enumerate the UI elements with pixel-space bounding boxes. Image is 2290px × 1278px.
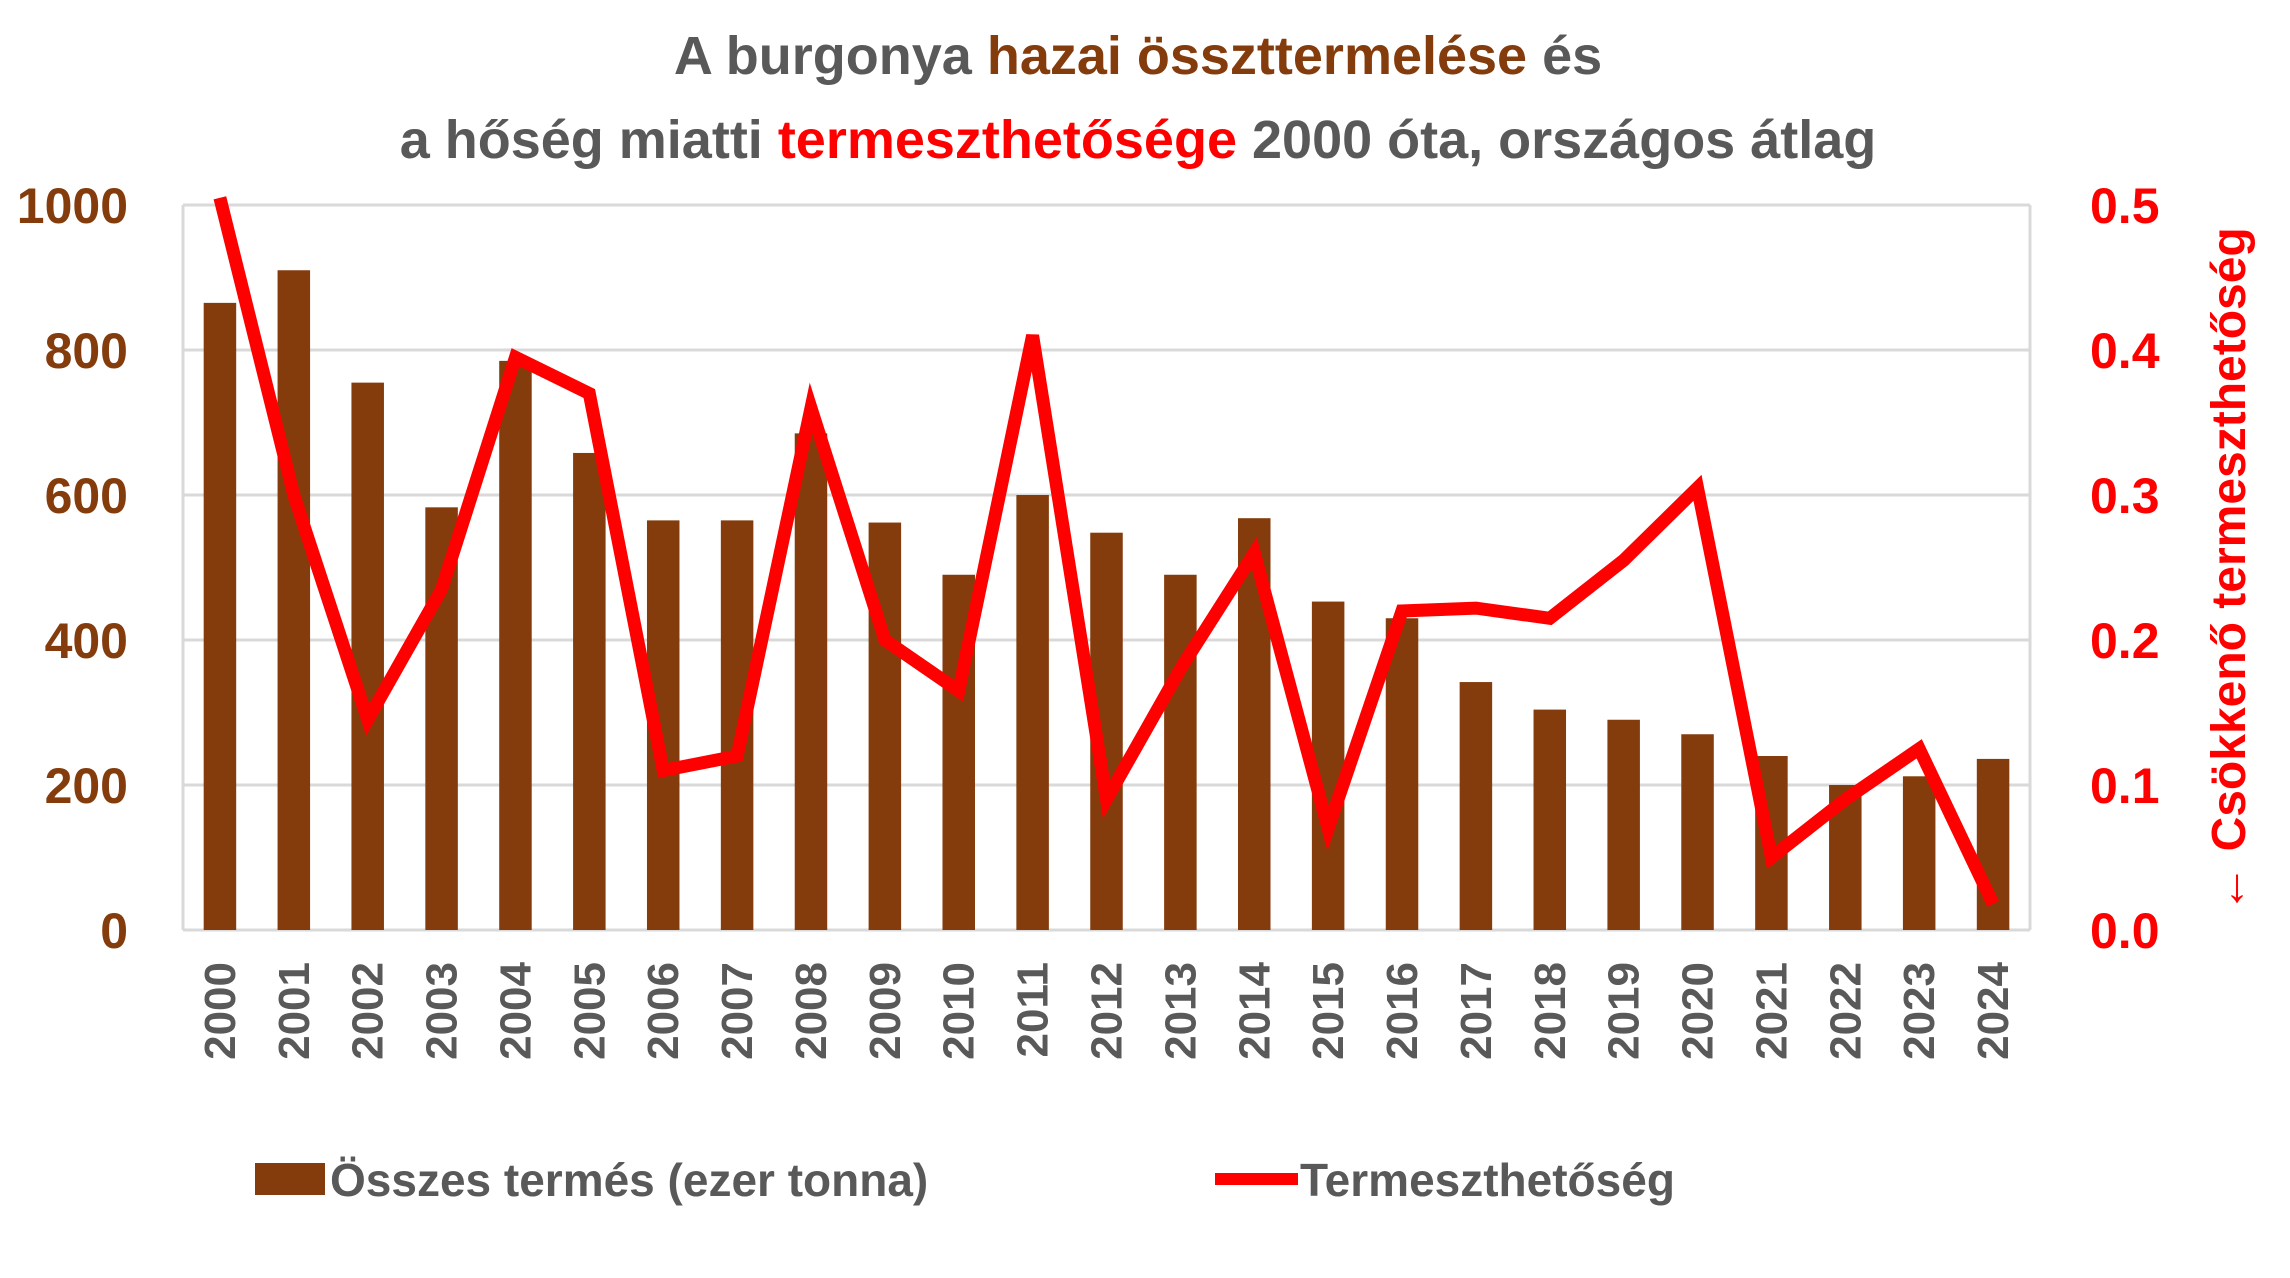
- bar-2013: [1164, 574, 1197, 930]
- bar-2019: [1607, 719, 1640, 930]
- bar-2018: [1533, 709, 1567, 930]
- bar-2000: [203, 302, 237, 930]
- x-tick-2001: 2001: [270, 962, 319, 1060]
- line-series: [213, 196, 1999, 907]
- left-tick-600: 600: [45, 468, 128, 524]
- title-line1-part-1: hazai összttermelése: [987, 26, 1527, 86]
- x-tick-2022: 2022: [1821, 962, 1870, 1060]
- chart-title: A burgonya hazai összttermelése és a hős…: [400, 26, 1877, 170]
- x-tick-2011: 2011: [1009, 962, 1058, 1057]
- left-tick-400: 400: [45, 613, 128, 669]
- x-tick-2020: 2020: [1674, 962, 1723, 1060]
- x-tick-2003: 2003: [418, 962, 467, 1060]
- x-tick-2009: 2009: [861, 962, 910, 1060]
- chart-title-line1: A burgonya hazai összttermelése és: [674, 26, 1602, 86]
- bar-2008: [794, 433, 828, 930]
- x-tick-2016: 2016: [1378, 962, 1427, 1060]
- x-tick-2005: 2005: [565, 962, 614, 1060]
- x-tick-2006: 2006: [639, 962, 688, 1060]
- x-tick-2017: 2017: [1452, 962, 1501, 1060]
- bar-2016: [1385, 618, 1419, 930]
- x-tick-2004: 2004: [491, 961, 540, 1059]
- bar-2017: [1459, 682, 1493, 930]
- left-tick-0: 0: [100, 903, 128, 959]
- x-tick-2021: 2021: [1747, 962, 1796, 1060]
- bar-series: [203, 270, 2010, 930]
- legend-line-label: Termeszthetőség: [1300, 1154, 1675, 1206]
- bar-2005: [573, 452, 606, 930]
- right-tick-0.1: 0.1: [2090, 758, 2160, 814]
- left-tick-1000: 1000: [17, 178, 128, 234]
- chart-title-line2: a hőség miatti termeszthetősége 2000 óta…: [400, 110, 1877, 170]
- x-tick-2014: 2014: [1230, 961, 1279, 1059]
- bar-2001: [277, 270, 311, 930]
- right-axis-title: ← Csökkenő termeszthetőség: [2203, 227, 2256, 913]
- title-line1-part-0: A burgonya: [674, 26, 987, 86]
- bar-2011: [1016, 495, 1049, 930]
- x-tick-2024: 2024: [1969, 961, 2018, 1059]
- legend: Összes termés (ezer tonna) Termeszthetős…: [255, 1154, 1675, 1206]
- title-line1-part-2: és: [1527, 26, 1602, 86]
- right-tick-0.2: 0.2: [2090, 613, 2160, 669]
- right-axis-ticks: 0.0 0.1 0.2 0.3 0.4 0.5: [2090, 178, 2160, 959]
- x-axis-ticks: 2000 2001 2002 2003 2004 2005 2006 2007 2008 2009…: [196, 961, 2018, 1059]
- right-tick-0.4: 0.4: [2090, 323, 2160, 379]
- left-tick-200: 200: [45, 758, 128, 814]
- left-tick-800: 800: [45, 323, 128, 379]
- legend-bar-label: Összes termés (ezer tonna): [330, 1154, 928, 1206]
- title-line2-part-2: 2000 óta, országos átlag: [1237, 110, 1876, 170]
- x-tick-2008: 2008: [787, 962, 836, 1060]
- x-tick-2012: 2012: [1083, 962, 1132, 1060]
- x-tick-2018: 2018: [1526, 962, 1575, 1060]
- x-tick-2010: 2010: [935, 962, 984, 1060]
- right-tick-0.5: 0.5: [2090, 178, 2160, 234]
- x-tick-2013: 2013: [1156, 962, 1205, 1060]
- x-tick-2000: 2000: [196, 962, 245, 1060]
- x-tick-2023: 2023: [1895, 962, 1944, 1060]
- right-tick-0.0: 0.0: [2090, 903, 2160, 959]
- x-tick-2007: 2007: [713, 962, 762, 1060]
- legend-bar-swatch: [255, 1163, 325, 1195]
- bar-2024: [1976, 758, 2010, 930]
- right-tick-0.3: 0.3: [2090, 468, 2160, 524]
- bar-2020: [1681, 734, 1714, 930]
- bar-2002: [351, 382, 384, 930]
- title-line2-part-1: termeszthetősége: [778, 110, 1237, 170]
- bar-2023: [1902, 776, 1936, 930]
- x-tick-2015: 2015: [1304, 962, 1353, 1060]
- left-axis-ticks: 0 200 400 600 800 1000: [17, 178, 128, 959]
- x-tick-2002: 2002: [344, 962, 393, 1060]
- title-line2-part-0: a hőség miatti: [400, 110, 778, 170]
- x-tick-2019: 2019: [1600, 962, 1649, 1060]
- bar-2004: [499, 360, 532, 930]
